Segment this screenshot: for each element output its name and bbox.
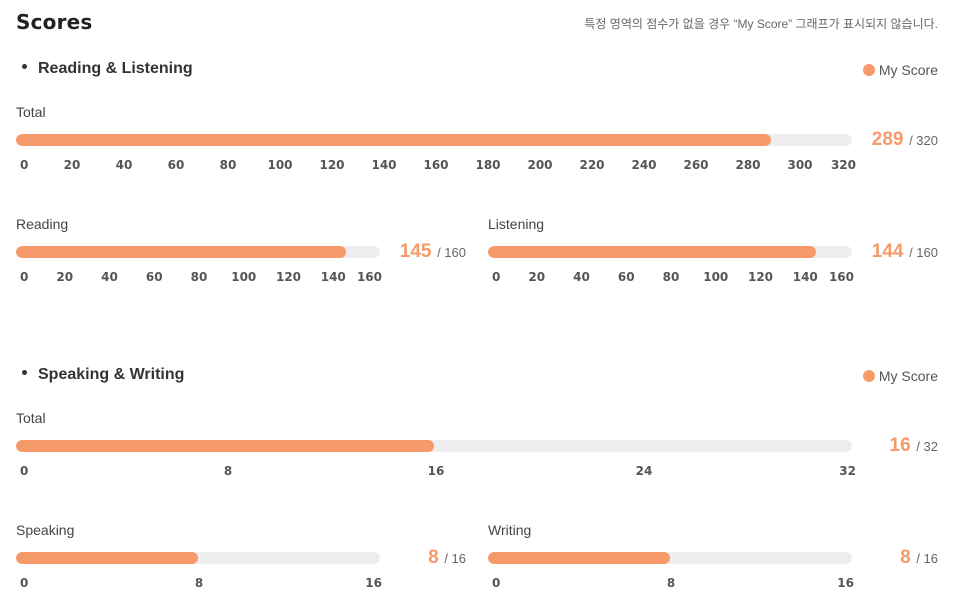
tick-label: 300 [787, 158, 813, 172]
tick-label: 100 [231, 270, 257, 284]
legend-my-score: My Score [862, 368, 938, 384]
tick-labels: 0 20 40 60 80 100 120 140 160 [16, 270, 382, 284]
tick-label: 16 [837, 576, 854, 590]
tick-label: 260 [683, 158, 709, 172]
speaking-score-panel: Speaking 8 / 16 0 8 16 [16, 522, 466, 594]
legend-my-score: My Score [862, 62, 938, 78]
score-readout: 289 / 320 [871, 129, 938, 150]
tick-label: 32 [839, 464, 856, 478]
tick-label: 160 [356, 270, 382, 284]
tick-label: 8 [223, 464, 233, 478]
listening-score-panel: Listening 144 / 160 0 20 40 60 80 100 120 140 16… [488, 216, 938, 288]
reading-score-panel: Reading 145 / 160 0 20 40 60 80 100 120 140 160 [16, 216, 466, 288]
listening-score-bar [488, 246, 852, 258]
legend-dot-icon [862, 64, 875, 76]
section-title: Speaking & Writing [22, 366, 184, 384]
tick-label: 200 [527, 158, 553, 172]
tick-label: 0 [20, 270, 29, 284]
speaking-writing-section: Speaking & Writing My Score [16, 366, 938, 390]
tick-label: 40 [573, 270, 590, 284]
tick-label: 40 [101, 270, 118, 284]
tick-label: 140 [371, 158, 397, 172]
tick-label: 20 [56, 270, 74, 284]
tick-label: 160 [423, 158, 449, 172]
writing-score-bar [488, 552, 852, 564]
tick-label: 0 [492, 576, 501, 590]
total-score-panel: Total 16 / 32 0 8 16 24 32 [16, 410, 938, 482]
writing-score-panel: Writing 8 / 16 0 8 16 [488, 522, 938, 594]
tick-labels: 0 8 16 [16, 576, 382, 590]
score-readout: 8 / 16 [900, 547, 938, 568]
tick-label: 40 [115, 158, 133, 172]
tick-labels: 0 8 16 [488, 576, 854, 590]
tick-label: 320 [830, 158, 856, 172]
tick-label: 120 [319, 158, 345, 172]
tick-label: 60 [145, 270, 163, 284]
score-readout: 145 / 160 [399, 241, 466, 262]
score-fill [488, 552, 670, 564]
tick-label: 100 [267, 158, 293, 172]
section-title: Reading & Listening [22, 60, 193, 78]
score-fill [16, 246, 346, 258]
panel-label: Writing [488, 522, 532, 538]
panel-label: Listening [488, 216, 545, 232]
tick-label: 8 [666, 576, 676, 590]
section-header: Speaking & Writing My Score [16, 366, 938, 390]
tick-label: 20 [63, 158, 81, 172]
tick-label: 180 [475, 158, 501, 172]
score-notice: 특정 영역의 점수가 없을 경우 “My Score” 그래프가 표시되지 않습… [584, 17, 938, 31]
speaking-score-bar [16, 552, 380, 564]
reading-score-bar [16, 246, 380, 258]
tick-label: 280 [735, 158, 761, 172]
panel-label: Reading [16, 216, 69, 232]
page-title: Scores [16, 10, 93, 34]
total-score-panel: Total 289 / 320 0 20 40 60 80 100 120 140 160 180… [16, 104, 938, 176]
tick-label: 80 [219, 158, 237, 172]
score-fill [16, 440, 434, 452]
score-fill [16, 552, 198, 564]
tick-label: 140 [792, 270, 818, 284]
score-fill [16, 134, 771, 146]
tick-labels: 0 8 16 24 32 [16, 464, 856, 478]
tick-labels: 0 20 40 60 80 100 120 140 160 [488, 270, 854, 284]
score-fill [488, 246, 816, 258]
bullet-icon [22, 370, 27, 376]
tick-label: 0 [20, 464, 29, 478]
tick-label: 120 [747, 270, 774, 284]
tick-label: 220 [579, 158, 605, 172]
tick-label: 16 [427, 464, 445, 478]
panel-label: Total [16, 410, 46, 426]
tick-labels: 0 20 40 60 80 100 120 140 160 180 200 220 240 260 280 3… [16, 158, 856, 172]
total-score-bar [16, 440, 852, 452]
score-readout: 8 / 16 [428, 547, 466, 568]
tick-label: 24 [635, 464, 653, 478]
tick-label: 80 [190, 270, 208, 284]
tick-label: 0 [492, 270, 501, 284]
total-score-bar [16, 134, 852, 146]
tick-label: 120 [275, 270, 302, 284]
legend-dot-icon [862, 370, 875, 382]
tick-label: 16 [365, 576, 382, 590]
tick-label: 60 [617, 270, 635, 284]
panel-label: Total [16, 104, 46, 120]
tick-label: 100 [703, 270, 729, 284]
panel-label: Speaking [16, 522, 75, 538]
tick-label: 160 [828, 270, 854, 284]
scores-header: Scores 특정 영역의 점수가 없을 경우 “My Score” 그래프가 … [16, 10, 938, 36]
bullet-icon [22, 64, 27, 70]
tick-label: 240 [631, 158, 657, 172]
tick-label: 80 [662, 270, 680, 284]
tick-label: 0 [20, 576, 29, 590]
tick-label: 20 [528, 270, 546, 284]
tick-label: 0 [20, 158, 29, 172]
score-readout: 16 / 32 [889, 435, 938, 456]
reading-listening-section: Reading & Listening My Score [16, 60, 938, 84]
score-readout: 144 / 160 [871, 241, 938, 262]
tick-label: 8 [194, 576, 204, 590]
section-header: Reading & Listening My Score [16, 60, 938, 84]
tick-label: 60 [167, 158, 185, 172]
tick-label: 140 [320, 270, 346, 284]
